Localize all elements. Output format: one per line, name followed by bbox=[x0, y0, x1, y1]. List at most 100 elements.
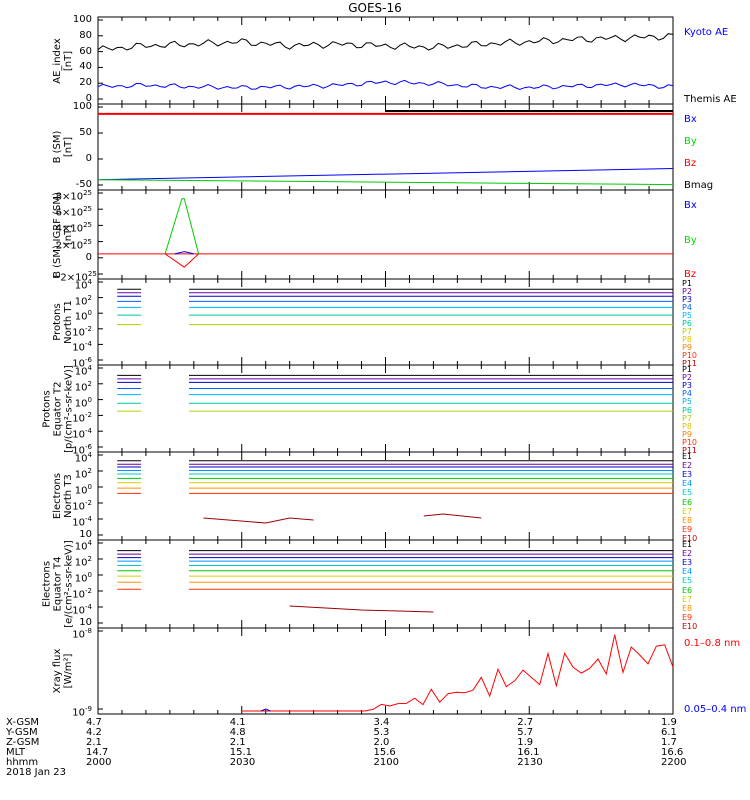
legend-item: E7 bbox=[682, 506, 693, 516]
y-tick-label: 102 bbox=[74, 293, 92, 307]
y-axis-label: Xray flux [W/m²] bbox=[52, 649, 74, 694]
footer-value: 2000 bbox=[86, 757, 112, 768]
footer-value: 2030 bbox=[229, 757, 256, 768]
y-tick-label: 100 bbox=[74, 571, 92, 585]
legend-item: E3 bbox=[682, 470, 693, 480]
legend-item: E9 bbox=[682, 612, 693, 622]
y-tick-exponent: 25 bbox=[83, 221, 92, 230]
electron-low-channel bbox=[289, 605, 434, 613]
footer-value: 5.3 bbox=[373, 727, 390, 738]
footer-value: 5.7 bbox=[517, 727, 534, 738]
legend-item: E8 bbox=[682, 515, 693, 525]
date-label: 2018 Jan 23 bbox=[6, 767, 66, 778]
y-tick-exponent: 25 bbox=[83, 237, 92, 246]
y-tick-label: 10-4 bbox=[72, 340, 92, 354]
legend-item: P5 bbox=[682, 397, 692, 407]
footer-value: 2200 bbox=[661, 757, 687, 768]
y-tick-label: 104 bbox=[74, 278, 92, 292]
footer-row-label: MLT bbox=[6, 747, 25, 758]
panel-frame-7 bbox=[97, 539, 674, 629]
legend-item: P11 bbox=[682, 359, 698, 368]
bz-spike-line bbox=[164, 253, 199, 268]
y-tick-exponent: -9 bbox=[85, 705, 92, 713]
y-tick-exponent: 4 bbox=[87, 451, 92, 459]
legend-item: Themis AE bbox=[684, 94, 737, 105]
legend-item: By bbox=[684, 234, 697, 246]
legend-item: E2 bbox=[682, 549, 693, 559]
y-tick-label: 0 bbox=[85, 93, 92, 104]
y-tick-label: 40 bbox=[79, 61, 92, 73]
y-tick-label: 100 bbox=[72, 14, 92, 25]
legend-item: P4 bbox=[682, 303, 692, 312]
footer-value: 2100 bbox=[373, 757, 399, 768]
bx-diff-line bbox=[174, 251, 194, 255]
y-tick-label: 10-8 bbox=[72, 627, 92, 641]
y-tick-label: 50 bbox=[79, 127, 92, 138]
panel-frame-5 bbox=[97, 364, 674, 453]
footer-value: 1.9 bbox=[517, 737, 534, 748]
y-tick-label: 10-6 bbox=[72, 443, 92, 457]
y-tick-label: 10 bbox=[79, 529, 92, 540]
legend-item: E1 bbox=[682, 540, 693, 549]
panel-frame-2 bbox=[97, 103, 674, 191]
y-tick-exponent: -4 bbox=[85, 427, 92, 436]
footer-value: 4.8 bbox=[229, 727, 246, 738]
y-tick-label: 10-4 bbox=[72, 515, 92, 529]
y-tick-label: 102 bbox=[74, 467, 92, 481]
legend-item: E10 bbox=[682, 534, 698, 543]
panel-frame-6 bbox=[97, 451, 674, 541]
y-tick-exponent: -4 bbox=[85, 603, 92, 611]
y-tick-label: 10 bbox=[79, 617, 92, 628]
y-tick-exponent: 2 bbox=[87, 555, 92, 563]
footer-row-label: Y-GSM bbox=[6, 727, 38, 738]
footer-value: 1.7 bbox=[661, 737, 677, 748]
legend-item: P9 bbox=[682, 429, 692, 439]
y-tick-label: 0 bbox=[85, 251, 92, 263]
legend-item: E5 bbox=[682, 488, 693, 498]
legend-item: E4 bbox=[682, 567, 693, 577]
legend-item: By bbox=[684, 136, 697, 147]
y-tick-label: 2×1025 bbox=[55, 237, 92, 251]
y-axis-label-line: Xray flux bbox=[52, 648, 63, 694]
legend-item: P1 bbox=[682, 279, 692, 288]
electron-low-channel bbox=[203, 517, 314, 524]
legend-item: E6 bbox=[682, 585, 693, 595]
footer-value: 4.2 bbox=[86, 727, 102, 738]
ae-themis-line bbox=[97, 79, 674, 91]
legend-item: P7 bbox=[682, 413, 692, 423]
y-tick-label: 100 bbox=[74, 395, 92, 409]
y-tick-label: 0 bbox=[85, 153, 92, 164]
panel-frame-4 bbox=[97, 278, 674, 366]
footer-value: 3.4 bbox=[373, 717, 390, 728]
y-tick-label: 10-2 bbox=[72, 499, 92, 513]
y-tick-label: 104 bbox=[74, 364, 92, 378]
legend-item: E4 bbox=[682, 479, 693, 489]
y-tick-exponent: 4 bbox=[87, 364, 92, 372]
y-tick-label: 20 bbox=[79, 77, 92, 89]
y-axis-label-line: AE_index bbox=[52, 37, 63, 84]
y-tick-exponent: 0 bbox=[87, 571, 92, 579]
legend-item: E6 bbox=[682, 497, 693, 507]
xray-short-line bbox=[260, 708, 271, 712]
xray-long-line bbox=[241, 634, 674, 712]
y-tick-exponent: -6 bbox=[85, 443, 92, 451]
y-tick-exponent: 25 bbox=[83, 189, 92, 197]
legend-item: E1 bbox=[682, 452, 693, 461]
y-tick-label: 10-6 bbox=[72, 356, 92, 370]
legend-item: P6 bbox=[682, 405, 692, 415]
y-axis-label-line: [nT] bbox=[63, 50, 74, 71]
legend-item: P10 bbox=[682, 437, 698, 447]
y-tick-label: 10-2 bbox=[72, 324, 92, 339]
y-axis-label-line: [W/m²] bbox=[63, 653, 74, 689]
footer-value: 15.1 bbox=[229, 747, 253, 758]
electron-low-channel bbox=[423, 513, 482, 519]
y-tick-exponent: -2 bbox=[85, 324, 92, 333]
y-tick-label: 102 bbox=[74, 379, 92, 394]
y-tick-exponent: -4 bbox=[85, 340, 92, 349]
legend-item: Bx bbox=[684, 200, 697, 211]
legend-item: E9 bbox=[682, 524, 693, 534]
chart-title: GOES-16 bbox=[348, 1, 402, 15]
legend-item: P1 bbox=[682, 365, 692, 374]
legend-item: P3 bbox=[682, 381, 692, 391]
